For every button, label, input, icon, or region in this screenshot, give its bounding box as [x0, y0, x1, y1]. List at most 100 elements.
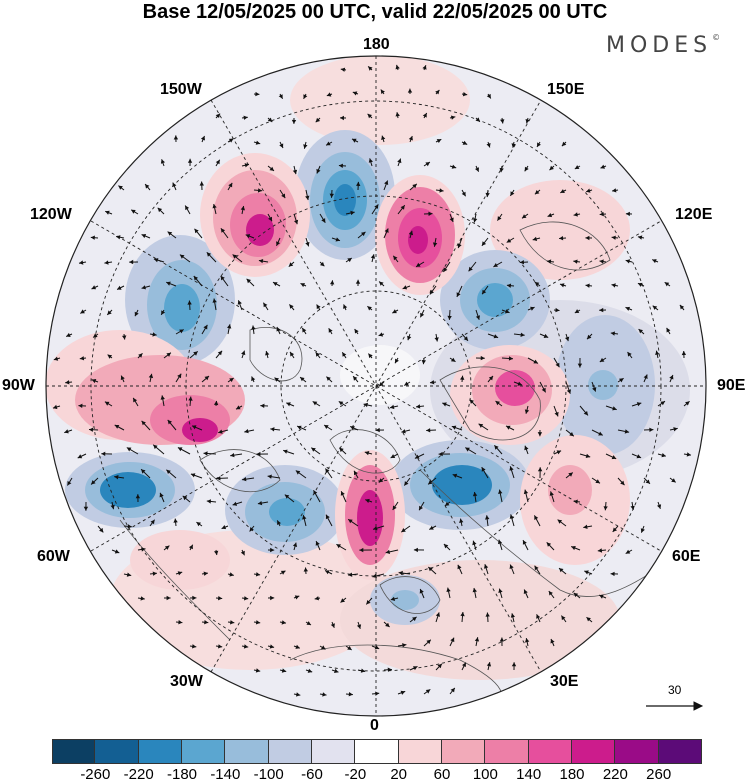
positive-anomaly-south-center: [335, 450, 405, 580]
wind-vector-head: [462, 662, 466, 667]
wind-vector-head: [277, 520, 281, 525]
wind-vector-head: [574, 165, 580, 169]
wind-vector-head: [599, 259, 604, 264]
wind-vector-head: [543, 333, 549, 338]
wind-vector-head: [530, 306, 535, 311]
wind-vector-head: [269, 644, 275, 649]
wind-vector-head: [652, 305, 658, 310]
wind-vector-head: [312, 401, 318, 406]
wind-vector-head: [429, 525, 434, 530]
positive-anomaly-top-right: [375, 175, 465, 295]
wind-vector-head: [244, 163, 249, 168]
wind-vector-head: [461, 191, 466, 197]
wind-vector-head: [474, 637, 480, 642]
wind-vector-head: [574, 309, 580, 313]
wind-vector-head: [265, 351, 270, 356]
wind-vector-head: [643, 374, 648, 379]
wind-vector-head: [451, 164, 457, 169]
wind-vector-head: [104, 401, 110, 406]
wind-vector-head: [245, 234, 251, 239]
wind-vector-head: [660, 401, 665, 406]
wind-vector-head: [475, 117, 480, 122]
wind-vector-head: [255, 668, 261, 673]
wind-vector-head: [378, 478, 384, 483]
wind-vector-head: [585, 453, 591, 458]
wind-vector-head: [393, 255, 398, 261]
wind-vector-head: [255, 91, 260, 97]
wind-vector-head: [443, 267, 448, 272]
wind-vector-head: [99, 527, 104, 533]
wind-vector-head: [279, 143, 284, 148]
wind-vector-head: [500, 119, 505, 124]
wind-vector-head: [432, 242, 438, 247]
wind-vector-head: [199, 181, 204, 186]
wind-vector-head: [273, 282, 278, 286]
wind-vector-head: [255, 620, 261, 625]
wind-vector-head: [439, 188, 444, 193]
wind-vector-head: [559, 568, 564, 573]
wind-vector-head: [520, 332, 525, 337]
wind-vector-head: [625, 211, 630, 217]
colorbar-swatch: [442, 739, 486, 764]
wind-vector-head: [519, 260, 524, 265]
colorbar-tick-label: -180: [166, 766, 198, 783]
wind-vector-head: [536, 614, 541, 619]
wind-vector-head: [428, 567, 433, 572]
colorbar-swatch: [355, 739, 399, 764]
wind-vector-head: [193, 351, 198, 356]
wind-vector-head: [537, 142, 541, 147]
wind-vector-head: [486, 662, 492, 667]
wind-vector-head: [203, 324, 208, 330]
wind-vector-head: [65, 380, 70, 385]
wind-vector-head: [472, 588, 477, 593]
wind-vector-head: [348, 572, 353, 577]
wind-vector-head: [565, 336, 570, 342]
wind-vector-head: [652, 259, 657, 264]
wind-vector-head: [402, 285, 408, 290]
wind-vector-head: [397, 158, 402, 164]
colorbar-swatch: [268, 739, 312, 764]
wind-vector-head: [93, 333, 98, 338]
wind-vector-head: [534, 282, 540, 287]
wind-vector-head: [416, 404, 421, 409]
wind-vector-head: [510, 191, 515, 196]
wind-vector-head: [129, 259, 134, 265]
wind-vector-head: [173, 135, 179, 140]
wind-vector-head: [220, 228, 226, 233]
wind-vector-head: [237, 300, 242, 305]
wind-vector-head: [550, 639, 555, 644]
colorbar-tick-label: -140: [210, 766, 241, 783]
wind-vector-head: [289, 304, 294, 309]
wind-vector-head: [187, 158, 193, 163]
wind-vector-head: [91, 480, 96, 485]
wind-vector-head: [524, 166, 529, 172]
wind-vector-head: [447, 315, 452, 320]
wind-vector-head: [328, 328, 333, 333]
wind-vector-head: [53, 404, 58, 410]
wind-vector-head: [524, 409, 530, 414]
wind-vector-head: [499, 167, 504, 173]
wind-vector-head: [463, 336, 468, 341]
wind-vector-head: [354, 470, 358, 476]
wind-vector-head: [400, 205, 405, 210]
wind-vector-head: [160, 395, 165, 400]
wind-vector-head: [217, 350, 223, 356]
wind-vector-head: [428, 480, 433, 485]
wind-vector-head: [537, 432, 543, 437]
wind-vector-head: [325, 514, 330, 520]
polar-anomaly-map: [45, 55, 707, 717]
wind-vector-head: [140, 596, 145, 601]
wind-vector-head: [385, 622, 390, 627]
wind-vector-head: [107, 354, 113, 359]
wind-vector-head: [610, 331, 615, 336]
wind-vector-head: [511, 662, 517, 667]
wind-vector-head: [150, 519, 155, 525]
colorbar-tick-label: -20: [344, 766, 367, 783]
colorbar-swatch: [225, 739, 269, 764]
wind-vector-head: [559, 236, 564, 241]
colorbar-swatch: [138, 739, 182, 764]
wind-vector-head: [374, 204, 379, 209]
wind-vector-head: [336, 544, 341, 549]
wind-vector-head: [131, 209, 136, 214]
wind-vector-head: [278, 94, 283, 99]
